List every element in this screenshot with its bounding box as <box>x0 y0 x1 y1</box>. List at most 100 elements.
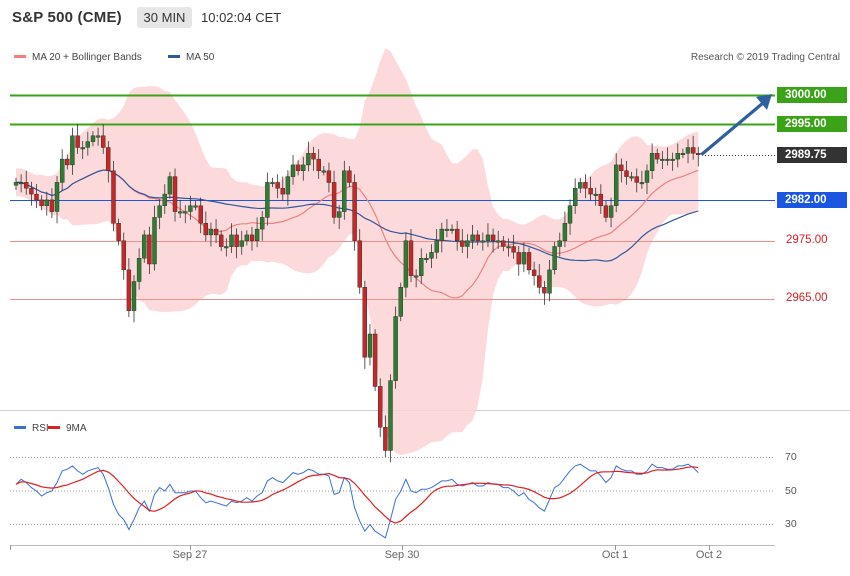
candle-body <box>542 287 547 294</box>
candle-body <box>691 147 696 154</box>
candle-body <box>172 176 178 212</box>
candle-body <box>516 252 521 265</box>
candle-body <box>444 228 450 231</box>
candle-body <box>619 164 624 171</box>
candle-body <box>270 182 275 185</box>
candle-body <box>562 222 568 241</box>
candle-body <box>424 258 429 260</box>
timeframe-badge[interactable]: 30 MIN <box>137 7 192 28</box>
candle-body <box>393 316 398 381</box>
candle-body <box>90 135 96 142</box>
candle-body <box>70 135 75 166</box>
x-label-sep27: Sep 27 <box>172 549 208 561</box>
candle-body <box>660 158 665 161</box>
candle-body <box>398 287 403 317</box>
legend-rsi-label: RSI <box>32 423 49 434</box>
candle-body <box>680 153 686 156</box>
candle-body <box>378 386 383 428</box>
candle-body <box>685 147 691 154</box>
candle-body <box>147 234 152 265</box>
candle-body <box>547 269 552 294</box>
candle-body <box>624 170 629 177</box>
rsi-tick-70: 70 <box>785 451 797 463</box>
candle-body <box>321 170 326 173</box>
legend-9ma: 9MA <box>48 423 87 434</box>
candle-body <box>429 252 434 259</box>
candle-body <box>537 275 542 288</box>
level-label-2989-75: 2989.75 <box>777 147 847 163</box>
candle-body <box>696 153 701 156</box>
candle-body <box>593 193 598 196</box>
level-label-2975-00: 2975.00 <box>786 234 828 246</box>
candle-body <box>526 252 532 271</box>
candle-body <box>357 240 362 288</box>
candle-body <box>388 380 393 451</box>
candle-body <box>229 234 234 247</box>
candle-body <box>85 141 91 148</box>
timestamp: 10:02:04 CET <box>201 10 282 25</box>
candle-body <box>614 164 619 206</box>
candle-body <box>475 234 480 241</box>
candle-body <box>655 153 660 160</box>
candle-body <box>44 199 49 206</box>
candle-body <box>588 188 593 195</box>
candle-body <box>265 182 270 218</box>
instrument-title: S&P 500 (CME) <box>12 9 122 26</box>
candle-body <box>629 176 634 179</box>
candle-body <box>408 240 414 276</box>
candle-body <box>552 246 557 270</box>
candle-body <box>29 188 34 195</box>
candle-body <box>439 228 444 242</box>
rsi-tick-50: 50 <box>785 485 797 497</box>
candle-body <box>413 275 419 278</box>
x-label-sep30: Sep 30 <box>384 549 420 561</box>
rsi-tick-30: 30 <box>785 518 797 530</box>
candle-body <box>557 240 562 247</box>
candle-body <box>218 234 224 247</box>
candle-body <box>65 158 70 166</box>
candle-body <box>521 252 527 265</box>
ma9-swatch <box>48 425 60 429</box>
candle-body <box>24 182 29 189</box>
candle-body <box>367 333 373 358</box>
ma50-swatch <box>168 54 180 58</box>
candle-body <box>260 217 265 230</box>
bollinger-band <box>16 48 699 456</box>
candle-body <box>644 170 650 183</box>
candle-body <box>167 176 173 195</box>
candle-body <box>295 164 301 171</box>
candle-body <box>347 170 352 183</box>
candle-body <box>331 182 337 218</box>
candle-body <box>306 153 311 166</box>
candle-body <box>177 211 183 214</box>
chart-header: S&P 500 (CME) 30 MIN 10:02:04 CET <box>0 0 850 36</box>
candle-body <box>131 281 137 311</box>
candle-body <box>280 188 285 195</box>
candle-body <box>506 246 511 249</box>
candle-body <box>80 147 85 150</box>
candle-body <box>342 170 347 212</box>
candle-body <box>239 240 244 247</box>
candle-body <box>224 246 229 249</box>
candle-body <box>352 182 357 241</box>
candle-body <box>142 234 147 259</box>
candle-body <box>244 234 250 241</box>
candle-body <box>326 170 332 183</box>
candle-body <box>234 234 239 247</box>
candle-body <box>213 228 219 236</box>
legend-9ma-label: 9MA <box>66 423 87 434</box>
ma50-line <box>16 169 699 262</box>
candle-body <box>675 153 680 160</box>
candle-body <box>578 182 583 189</box>
legend-ma50: MA 50 <box>168 52 214 63</box>
candle-body <box>311 153 316 160</box>
candle-body <box>485 234 491 241</box>
candle-body <box>136 258 142 282</box>
candle-body <box>573 188 578 207</box>
candle-body <box>95 135 101 138</box>
candle-body <box>100 135 106 148</box>
candle-body <box>34 193 39 201</box>
candle-body <box>470 234 475 241</box>
candle-body <box>198 205 203 224</box>
